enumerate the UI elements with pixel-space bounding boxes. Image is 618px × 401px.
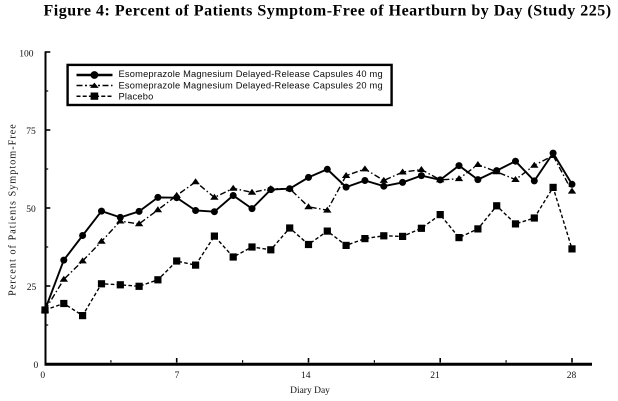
- svg-text:21: 21: [430, 371, 440, 381]
- svg-text:Placebo: Placebo: [119, 91, 154, 101]
- svg-text:0: 0: [40, 371, 45, 381]
- svg-text:Diary Day: Diary Day: [290, 386, 330, 396]
- svg-text:100: 100: [19, 49, 34, 59]
- svg-text:25: 25: [27, 283, 37, 293]
- svg-text:Esomeprazole Magnesium Delayed: Esomeprazole Magnesium Delayed-Release C…: [119, 69, 383, 79]
- svg-text:28: 28: [567, 371, 577, 381]
- svg-text:14: 14: [301, 371, 311, 381]
- svg-text:Figure 4: Percent of Patients: Figure 4: Percent of Patients Symptom-Fr…: [44, 2, 612, 19]
- svg-text:75: 75: [26, 127, 36, 137]
- svg-text:Esomeprazole Magnesium Delayed: Esomeprazole Magnesium Delayed-Release C…: [119, 81, 383, 91]
- svg-text:Percent of Patients Symptom-Fr: Percent of Patients Symptom-Free: [8, 123, 19, 296]
- svg-text:7: 7: [175, 371, 180, 381]
- svg-text:50: 50: [26, 205, 36, 215]
- svg-text:0: 0: [33, 361, 38, 371]
